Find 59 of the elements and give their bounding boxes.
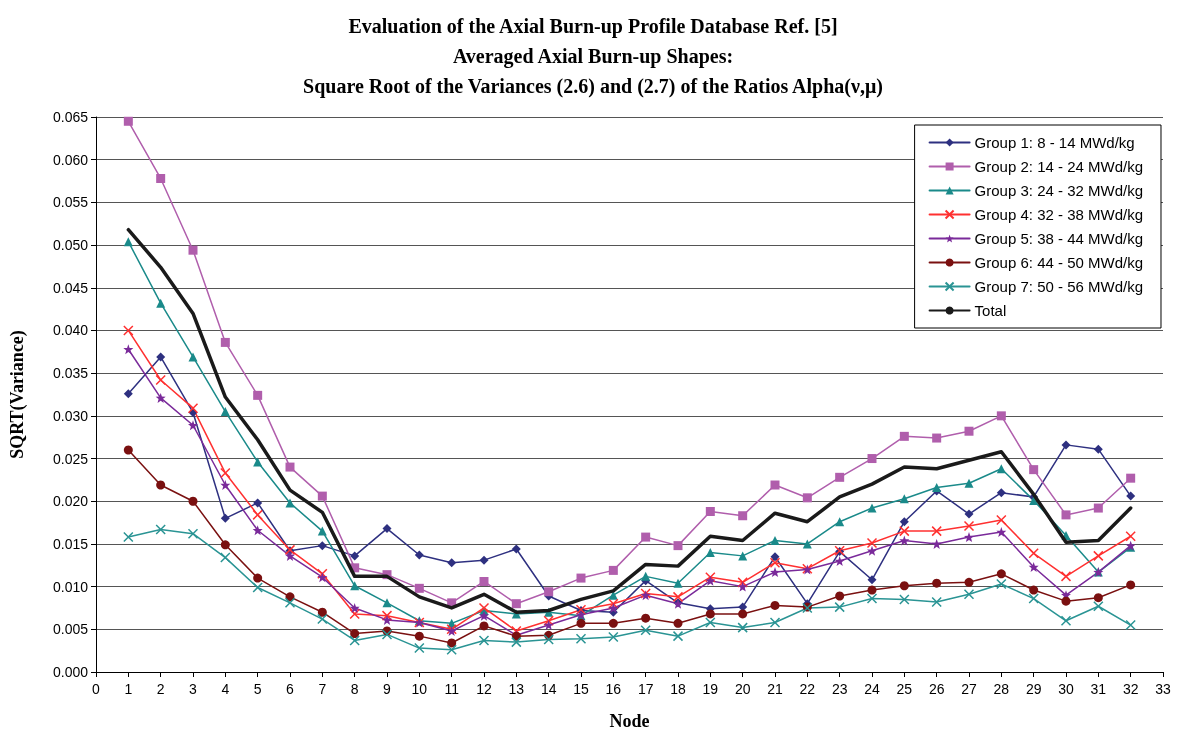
x-tick-label: 4 <box>221 681 230 697</box>
legend-label: Group 2: 14 - 24 MWd/kg <box>974 158 1143 175</box>
legend-label: Total <box>974 302 1007 319</box>
x-tick-label: 32 <box>1122 681 1139 697</box>
x-tick-label: 7 <box>318 681 327 697</box>
x-tick-label: 31 <box>1090 681 1107 697</box>
x-tick-label: 18 <box>670 681 686 697</box>
chart-title: Evaluation of the Axial Burn-up Profile Database Ref. [5] Averaged Axial Burn-up Shapes: Square Root of the Variances (2.6) and (2.7) of the Ratios Alpha(ν,μ) <box>303 15 883 98</box>
legend-label: Group 3: 24 - 32 MWd/kg <box>974 182 1143 199</box>
x-tick-label: 22 <box>799 681 816 697</box>
x-tick-label: 11 <box>444 681 460 697</box>
x-tick-label: 30 <box>1058 681 1074 697</box>
x-tick-label: 1 <box>124 681 133 697</box>
y-tick-label: 0.000 <box>52 664 89 680</box>
y-tick-label: 0.050 <box>52 237 89 254</box>
y-tick-label: 0.030 <box>52 407 89 424</box>
y-tick-label: 0.010 <box>52 578 89 595</box>
x-tick-label: 0 <box>92 681 101 697</box>
x-tick-label: 8 <box>350 681 359 697</box>
y-tick-label: 0.035 <box>52 365 89 382</box>
x-tick-label: 3 <box>189 681 198 697</box>
y-tick-label: 0.020 <box>52 493 89 510</box>
y-tick-label: 0.015 <box>52 535 89 552</box>
x-tick-label: 17 <box>637 681 654 697</box>
x-tick-label: 21 <box>767 681 783 697</box>
y-tick-label: 0.060 <box>52 151 89 168</box>
x-tick-label: 15 <box>573 681 589 697</box>
x-tick-label: 29 <box>1025 681 1042 697</box>
legend-label: Group 4: 32 - 38 MWd/kg <box>974 206 1143 223</box>
y-tick-label: 0.045 <box>52 279 89 296</box>
x-tick-label: 16 <box>605 681 622 697</box>
x-tick-label: 13 <box>508 681 525 697</box>
y-tick-label: 0.065 <box>52 109 89 125</box>
x-tick-label: 26 <box>928 681 945 697</box>
y-tick-label: 0.005 <box>52 621 89 638</box>
x-tick-label: 19 <box>702 681 719 697</box>
x-tick-label: 33 <box>1155 681 1171 697</box>
x-tick-label: 20 <box>734 681 751 697</box>
legend-label: Group 7: 50 - 56 MWd/kg <box>974 278 1143 295</box>
x-tick-label: 12 <box>476 681 492 697</box>
legend-label: Group 6: 44 - 50 MWd/kg <box>974 254 1143 271</box>
legend-label: Group 1: 8 - 14 MWd/kg <box>974 134 1135 151</box>
x-tick-label: 9 <box>383 681 392 697</box>
x-tick-label: 5 <box>253 681 262 697</box>
y-tick-label: 0.025 <box>52 450 89 467</box>
x-axis-title: Node <box>609 711 650 731</box>
x-tick-label: 6 <box>286 681 295 697</box>
x-tick-label: 27 <box>961 681 977 697</box>
y-tick-label: 0.040 <box>52 322 89 339</box>
x-tick-label: 23 <box>831 681 848 697</box>
y-tick-label: 0.055 <box>52 194 89 211</box>
x-tick-label: 14 <box>540 681 557 697</box>
x-tick-label: 2 <box>156 681 165 697</box>
x-tick-label: 10 <box>411 681 428 697</box>
legend-label: Group 5: 38 - 44 MWd/kg <box>974 230 1143 247</box>
x-tick-label: 24 <box>864 681 880 697</box>
x-tick-label: 25 <box>896 681 913 697</box>
y-axis-title: SQRT(Variance) <box>7 330 28 459</box>
x-tick-label: 28 <box>993 681 1010 697</box>
